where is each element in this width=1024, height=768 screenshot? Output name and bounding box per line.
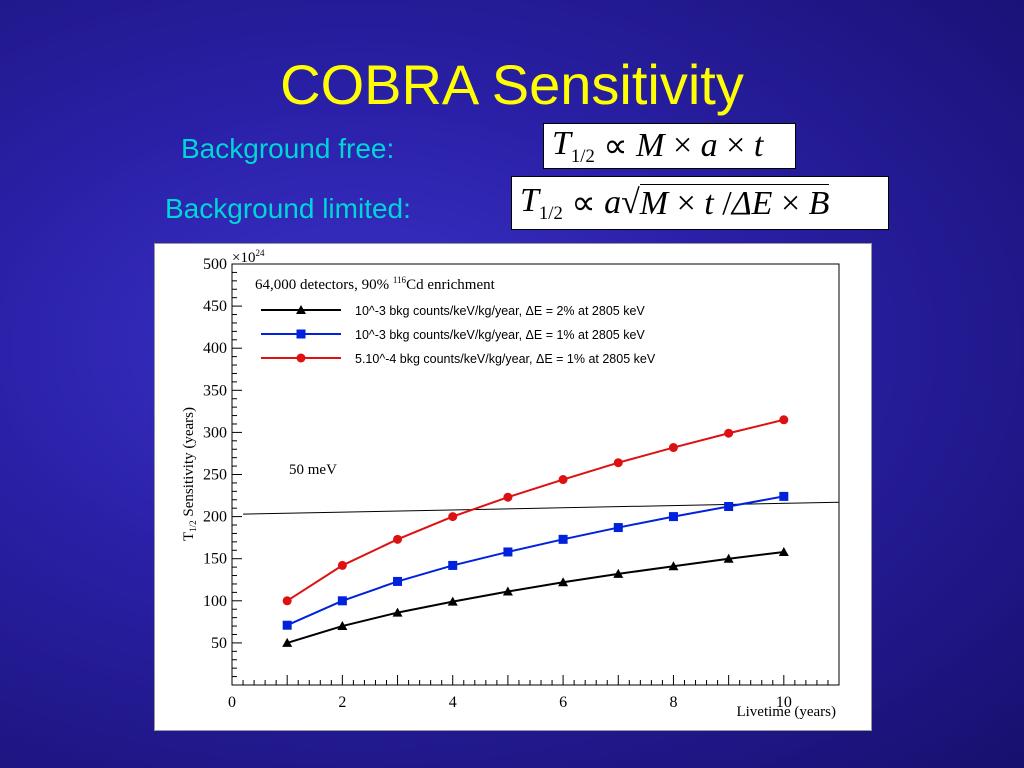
x-tick-label: 8 [669, 694, 677, 711]
legend-label-3: 5.10^-4 bkg counts/keV/kg/year, ΔE = 1% … [355, 352, 656, 366]
data-point-series-1 [282, 637, 293, 647]
data-point-series-2 [393, 576, 403, 586]
chart-title: 64,000 detectors, 90% 116Cd enrichment [255, 275, 496, 293]
data-point-series-2 [613, 523, 623, 533]
data-point-series-3 [448, 512, 458, 522]
y-tick-label: 50 [211, 635, 227, 652]
series-line-1 [286, 550, 784, 644]
data-point-series-3 [337, 560, 347, 570]
data-point-series-2 [282, 620, 292, 630]
series-line-3 [286, 418, 785, 602]
data-point-series-2 [337, 596, 347, 606]
y-tick-label: 150 [203, 551, 227, 568]
x-tick-label: 4 [449, 694, 457, 711]
data-point-series-3 [393, 534, 403, 544]
legend-label-2: 10^-3 bkg counts/keV/kg/year, ΔE = 1% at… [355, 328, 645, 342]
data-point-series-1 [502, 586, 513, 596]
data-point-series-3 [558, 475, 568, 485]
data-point-series-2 [448, 560, 458, 570]
x-tick-label: 2 [338, 694, 346, 711]
data-point-series-2 [558, 534, 568, 544]
reference-line-50mev [243, 501, 840, 515]
series-line-2 [286, 495, 784, 627]
background-limited-label: Background limited: [165, 193, 411, 224]
data-point-series-2 [668, 512, 678, 522]
formula-background-free: T1/2 ∝ M × a × t [543, 123, 796, 169]
background-free-label: Background free: [181, 133, 395, 164]
data-point-series-3 [503, 492, 513, 502]
chart-svg: 0 2 4 6 8 10 50 100 150 200 250 300 350 400 450 500 10^… [181, 248, 840, 720]
y-tick-label: 100 [203, 593, 227, 610]
data-point-series-1 [778, 546, 789, 556]
data-point-series-2 [779, 491, 789, 501]
x-tick-label: 6 [559, 694, 567, 711]
data-point-series-3 [724, 428, 734, 438]
data-point-series-3 [282, 596, 292, 606]
y-tick-label: 200 [203, 509, 227, 526]
y-tick-label: 450 [203, 298, 227, 315]
reference-line-label: 50 meV [289, 462, 337, 478]
legend-marker-3 [296, 353, 306, 363]
data-point-series-1 [613, 568, 624, 578]
legend-label-1: 10^-3 bkg counts/keV/kg/year, ΔE = 2% at… [355, 304, 645, 318]
data-point-series-1 [337, 621, 348, 631]
data-point-series-3 [668, 443, 678, 453]
formula-background-limited: T1/2 ∝ a √ M × t /ΔE × B [511, 176, 889, 230]
data-point-series-2 [503, 547, 513, 557]
x-axis-label: Livetime (years) [736, 704, 836, 720]
y-multiplier: ×1024 [232, 248, 265, 266]
x-tick-label: 10 [776, 694, 792, 711]
data-point-series-1 [723, 553, 734, 563]
legend-marker-2 [296, 329, 306, 339]
data-point-series-1 [668, 561, 679, 571]
data-point-series-3 [779, 415, 789, 425]
sensitivity-chart: 0 2 4 6 8 10 50 100 150 200 250 300 350 400 450 500 10^… [154, 243, 872, 731]
data-point-series-1 [558, 577, 569, 587]
y-tick-label: 300 [203, 424, 227, 441]
y-axis-label: T1/2 Sensitivity (years) [181, 407, 198, 541]
data-point-series-1 [392, 607, 403, 617]
y-tick-label: 400 [203, 340, 227, 357]
y-tick-label: 250 [203, 467, 227, 484]
y-tick-label: 500 [203, 256, 227, 273]
slide-title: COBRA Sensitivity [280, 53, 744, 116]
x-tick-label: 0 [228, 694, 236, 711]
data-point-series-1 [447, 596, 458, 606]
legend-marker-1 [296, 305, 306, 314]
y-tick-label: 350 [203, 382, 227, 399]
data-point-series-3 [613, 458, 623, 468]
data-point-series-2 [724, 501, 734, 511]
